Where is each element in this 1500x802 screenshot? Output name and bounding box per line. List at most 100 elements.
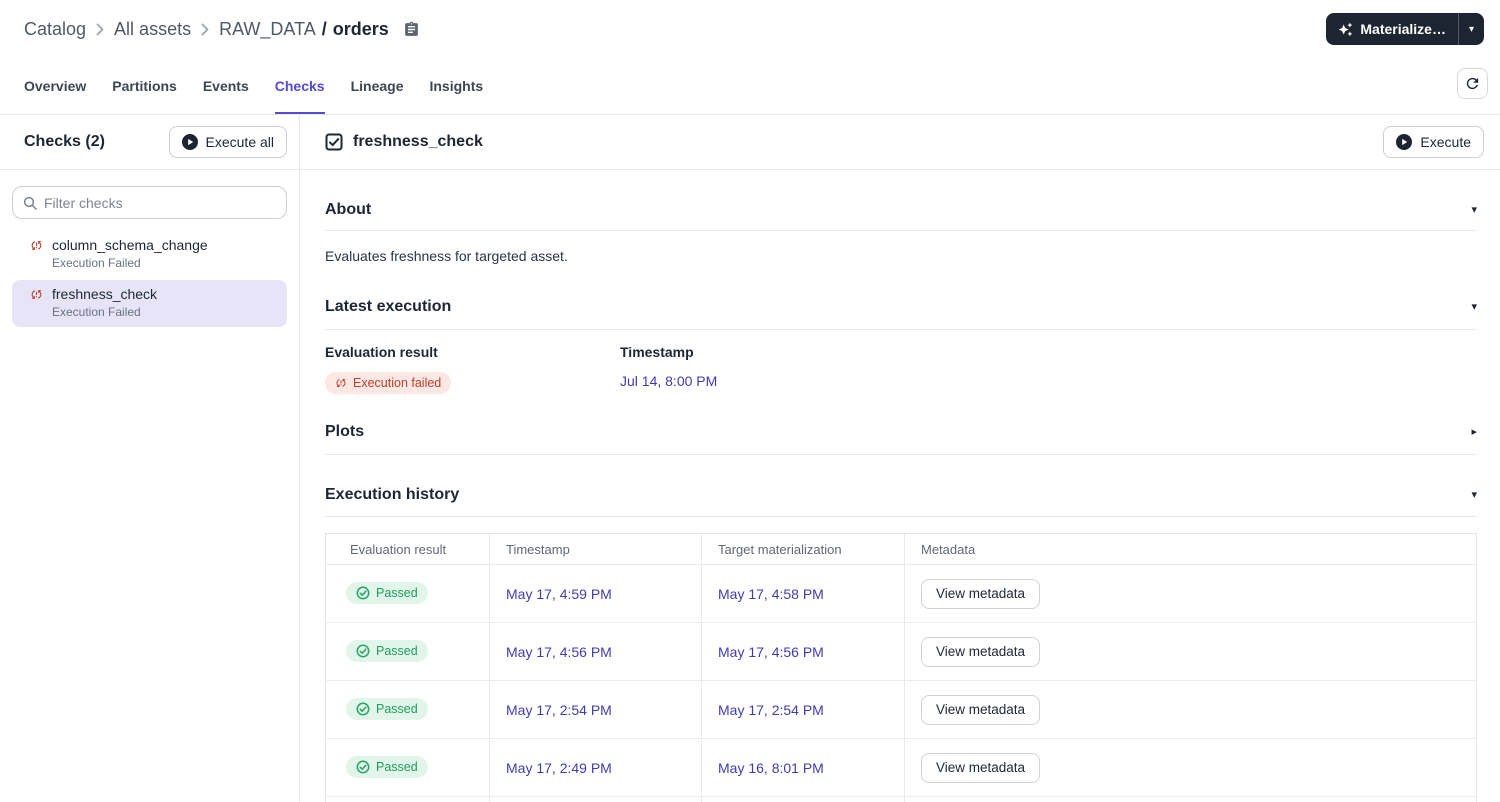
timestamp-link[interactable]: May 17, 2:49 PM <box>506 759 612 776</box>
path-separator: / <box>321 18 327 39</box>
view-metadata-button[interactable]: View metadata <box>921 636 1041 667</box>
column-header-timestamp: Timestamp <box>489 533 702 565</box>
plots-section-header: Plots ▸ <box>325 408 1477 455</box>
tab-partitions[interactable]: Partitions <box>112 78 177 94</box>
table-header-row: Evaluation result Timestamp Target mater… <box>325 533 1477 565</box>
passed-badge: Passed <box>346 640 428 662</box>
chevron-right-icon <box>96 23 104 36</box>
filter-checks-input[interactable] <box>44 194 276 211</box>
table-row: Passed May 17, 2:54 PM May 17, 2:54 PM V… <box>325 680 1477 739</box>
passed-badge: Passed <box>346 756 428 778</box>
execute-button[interactable]: Execute <box>1383 126 1484 158</box>
play-circle-icon <box>1396 134 1413 150</box>
about-section-header: About ▾ <box>325 170 1477 231</box>
play-circle-icon <box>181 134 198 150</box>
refresh-button[interactable] <box>1457 68 1488 99</box>
execution-history-title: Execution history <box>325 486 460 503</box>
column-header-metadata: Metadata <box>904 533 1477 565</box>
execution-failed-icon <box>30 239 43 252</box>
target-materialization-link[interactable]: May 17, 4:58 PM <box>718 585 824 602</box>
timestamp-link[interactable]: May 17, 4:56 PM <box>506 643 612 660</box>
table-row: Passed May 17, 2:49 PM May 16, 8:01 PM V… <box>325 738 1477 797</box>
materialize-split-button: Materialize… ▾ <box>1326 13 1484 45</box>
passed-badge-label: Passed <box>376 760 418 774</box>
checks-page: Checks (2) Execute all column_schema <box>0 115 1500 802</box>
search-icon <box>23 196 37 210</box>
target-materialization-link[interactable]: May 16, 8:01 PM <box>718 759 824 776</box>
target-materialization-link[interactable]: May 17, 2:54 PM <box>718 701 824 718</box>
latest-execution-section-header: Latest execution ▾ <box>325 282 1477 330</box>
passed-check-icon <box>356 702 370 716</box>
asset-name: orders <box>332 18 389 39</box>
execution-failed-badge-label: Execution failed <box>353 376 442 390</box>
tab-events[interactable]: Events <box>202 78 249 94</box>
check-detail: freshness_check Execute About ▾ Evaluate… <box>300 115 1500 802</box>
filter-checks-box <box>12 186 287 219</box>
materialize-label: Materialize… <box>1360 21 1446 37</box>
collapse-caret-down-icon[interactable]: ▾ <box>1471 203 1477 216</box>
evaluation-result-label: Evaluation result <box>325 344 438 360</box>
check-detail-body: About ▾ Evaluates freshness for targeted… <box>300 170 1500 802</box>
copy-clipboard-icon[interactable] <box>403 21 420 38</box>
execution-history-section-header: Execution history ▾ <box>325 455 1477 517</box>
passed-check-icon <box>356 644 370 658</box>
check-detail-title: freshness_check <box>353 133 483 150</box>
breadcrumb: Catalog All assets RAW_DATA / orders <box>24 19 420 40</box>
checks-sidebar: Checks (2) Execute all column_schema <box>0 115 300 802</box>
timestamp-link[interactable]: May 17, 4:59 PM <box>506 585 612 602</box>
about-title: About <box>325 201 372 218</box>
refresh-icon <box>1464 75 1481 92</box>
materialize-button[interactable]: Materialize… <box>1326 13 1458 45</box>
breadcrumb-catalog[interactable]: Catalog <box>24 18 87 39</box>
breadcrumb-all-assets[interactable]: All assets <box>114 18 192 39</box>
execute-all-label: Execute all <box>205 134 274 150</box>
passed-badge-label: Passed <box>376 702 418 716</box>
asset-group-name[interactable]: RAW_DATA <box>219 18 316 39</box>
view-metadata-button[interactable]: View metadata <box>921 578 1041 609</box>
check-name: freshness_check <box>52 286 158 302</box>
sidebar-header: Checks (2) Execute all <box>0 115 299 170</box>
check-list-item-freshness-check[interactable]: freshness_check Execution Failed <box>12 280 287 327</box>
collapse-caret-down-icon[interactable]: ▾ <box>1471 300 1477 313</box>
collapse-caret-right-icon[interactable]: ▸ <box>1471 425 1477 438</box>
column-header-target-materialization: Target materialization <box>701 533 905 565</box>
view-metadata-button[interactable]: View metadata <box>921 694 1041 725</box>
passed-badge: Passed <box>346 698 428 720</box>
table-row-partial <box>325 796 1477 802</box>
breadcrumb-asset-path: RAW_DATA / orders <box>219 19 389 40</box>
checks-count-title: Checks (2) <box>24 133 105 150</box>
tab-insights[interactable]: Insights <box>429 78 484 94</box>
passed-badge-label: Passed <box>376 644 418 658</box>
execution-failed-icon <box>335 377 347 389</box>
execution-failed-badge: Execution failed <box>325 372 452 394</box>
check-box-icon <box>325 133 343 151</box>
timestamp-label: Timestamp <box>620 344 694 360</box>
tab-lineage[interactable]: Lineage <box>350 78 404 94</box>
about-description: Evaluates freshness for targeted asset. <box>325 248 568 264</box>
execute-all-button[interactable]: Execute all <box>168 126 287 158</box>
column-header-evaluation-result: Evaluation result <box>325 533 490 565</box>
target-materialization-link[interactable]: May 17, 4:56 PM <box>718 643 824 660</box>
collapse-caret-down-icon[interactable]: ▾ <box>1471 488 1477 501</box>
check-status: Execution Failed <box>52 305 141 319</box>
check-list: column_schema_change Execution Failed fr… <box>0 231 299 327</box>
plots-title: Plots <box>325 423 365 440</box>
execute-label: Execute <box>1420 134 1471 150</box>
execution-history-table: Evaluation result Timestamp Target mater… <box>325 533 1477 802</box>
passed-badge-label: Passed <box>376 586 418 600</box>
passed-check-icon <box>356 586 370 600</box>
table-row: Passed May 17, 4:59 PM May 17, 4:58 PM V… <box>325 564 1477 623</box>
check-list-item-column-schema-change[interactable]: column_schema_change Execution Failed <box>12 231 287 278</box>
tab-overview[interactable]: Overview <box>24 78 87 94</box>
caret-down-icon: ▾ <box>1468 23 1474 35</box>
table-row: Passed May 17, 4:56 PM May 17, 4:56 PM V… <box>325 622 1477 681</box>
materialize-dropdown-button[interactable]: ▾ <box>1457 13 1484 45</box>
timestamp-link[interactable]: May 17, 2:54 PM <box>506 701 612 718</box>
view-metadata-button[interactable]: View metadata <box>921 752 1041 783</box>
check-status: Execution Failed <box>52 256 141 270</box>
check-detail-header: freshness_check Execute <box>300 115 1500 170</box>
page-header: Catalog All assets RAW_DATA / orders Mat… <box>0 0 1500 58</box>
latest-timestamp-link[interactable]: Jul 14, 8:00 PM <box>620 373 718 389</box>
latest-execution-content: Evaluation result Execution failed Times… <box>325 330 1477 408</box>
tab-checks[interactable]: Checks <box>274 58 325 114</box>
